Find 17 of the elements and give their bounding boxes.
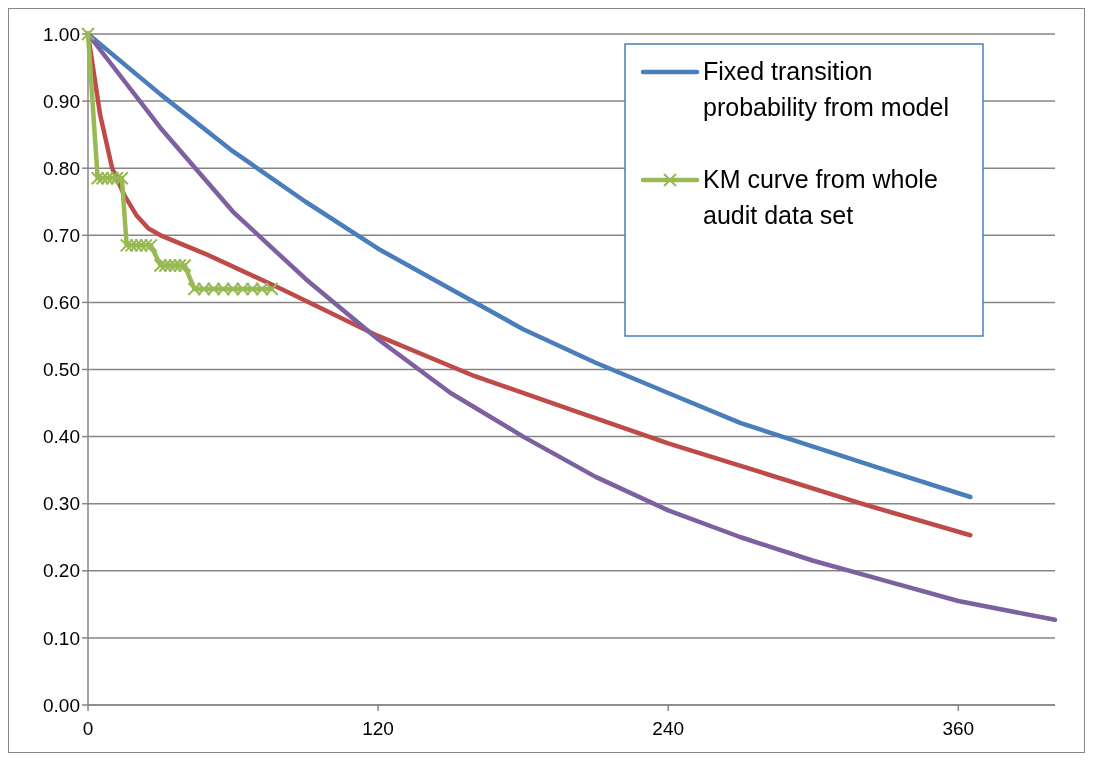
y-tick-label: 0.70	[43, 224, 80, 246]
y-tick-label: 0.40	[43, 426, 80, 448]
y-tick-label: 1.00	[43, 23, 80, 45]
x-tick-label: 0	[82, 718, 94, 739]
y-tick-label: 0.20	[43, 560, 80, 582]
x-tick-label: 240	[652, 718, 685, 739]
x-tick-label: 120	[362, 718, 394, 739]
y-tick-label: 0.50	[43, 359, 80, 381]
y-tick-label: 0.90	[43, 90, 80, 112]
y-tick-label: 0.00	[43, 694, 80, 716]
y-tick-label: 0.80	[43, 157, 80, 179]
x-tick-label: 360	[942, 718, 975, 739]
legend-label: KM curve from whole audit data set	[703, 165, 938, 229]
y-tick-label: 0.10	[43, 627, 80, 649]
y-tick-label: 0.60	[43, 292, 80, 314]
legend-label: Fixed transition probability from model	[703, 57, 949, 121]
y-tick-label: 0.30	[43, 493, 80, 515]
